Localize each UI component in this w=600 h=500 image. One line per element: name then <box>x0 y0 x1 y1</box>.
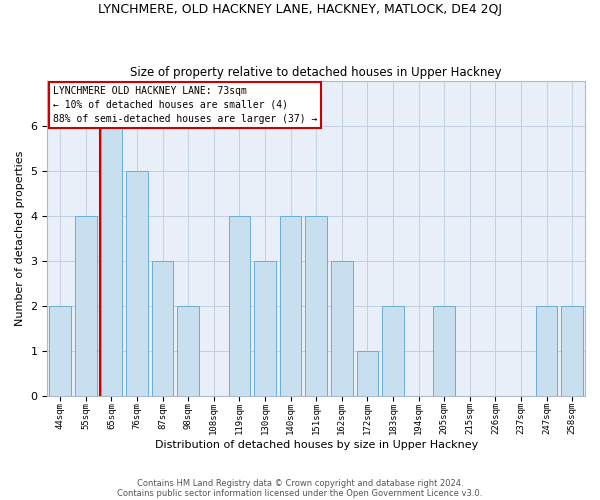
Bar <box>101 126 122 396</box>
Bar <box>75 216 97 396</box>
Bar <box>152 261 173 396</box>
Text: Contains HM Land Registry data © Crown copyright and database right 2024.
Contai: Contains HM Land Registry data © Crown c… <box>118 478 482 498</box>
Bar <box>229 216 250 396</box>
Bar <box>331 261 353 396</box>
Bar <box>178 306 199 396</box>
Bar <box>280 216 301 396</box>
Text: LYNCHMERE OLD HACKNEY LANE: 73sqm
← 10% of detached houses are smaller (4)
88% o: LYNCHMERE OLD HACKNEY LANE: 73sqm ← 10% … <box>53 86 317 124</box>
Bar <box>254 261 276 396</box>
Bar <box>305 216 327 396</box>
Bar <box>382 306 404 396</box>
Text: LYNCHMERE, OLD HACKNEY LANE, HACKNEY, MATLOCK, DE4 2QJ: LYNCHMERE, OLD HACKNEY LANE, HACKNEY, MA… <box>98 2 502 16</box>
X-axis label: Distribution of detached houses by size in Upper Hackney: Distribution of detached houses by size … <box>155 440 478 450</box>
Bar <box>433 306 455 396</box>
Bar <box>49 306 71 396</box>
Bar <box>356 351 378 396</box>
Y-axis label: Number of detached properties: Number of detached properties <box>15 151 25 326</box>
Bar <box>562 306 583 396</box>
Bar <box>536 306 557 396</box>
Title: Size of property relative to detached houses in Upper Hackney: Size of property relative to detached ho… <box>130 66 502 78</box>
Bar <box>126 171 148 396</box>
